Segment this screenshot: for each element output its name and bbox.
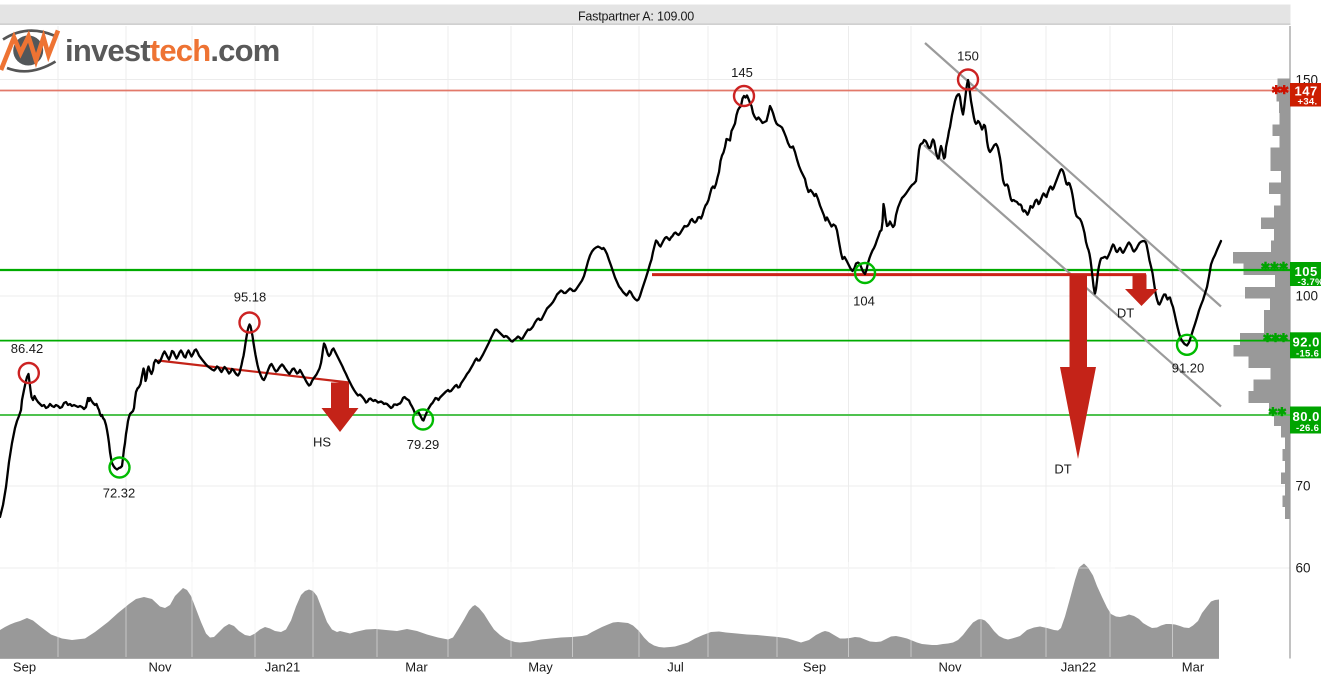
svg-text:91.20: 91.20 [1172, 361, 1205, 376]
svg-text:60: 60 [1296, 561, 1311, 576]
svg-text:-26.6: -26.6 [1296, 423, 1319, 434]
svg-text:100: 100 [1296, 289, 1319, 304]
svg-text:Sep: Sep [803, 660, 826, 675]
svg-text:Jan22: Jan22 [1061, 660, 1096, 675]
svg-text:147: 147 [1295, 84, 1318, 99]
svg-text:investtech.com: investtech.com [65, 33, 280, 68]
svg-text:HS: HS [313, 435, 331, 450]
svg-text:Jul: Jul [667, 660, 684, 675]
svg-text:95.18: 95.18 [234, 290, 267, 305]
svg-text:-3.7%: -3.7% [1298, 277, 1321, 288]
svg-text:DT: DT [1117, 306, 1134, 321]
svg-text:145: 145 [731, 65, 753, 80]
svg-text:79.29: 79.29 [407, 437, 440, 452]
svg-text:80.0: 80.0 [1293, 409, 1320, 424]
svg-text:+34.: +34. [1298, 96, 1318, 107]
svg-text:Mar: Mar [405, 660, 428, 675]
svg-text:92.0: 92.0 [1293, 335, 1320, 350]
svg-text:150: 150 [957, 49, 979, 64]
svg-text:Jan21: Jan21 [265, 660, 300, 675]
svg-text:Sep: Sep [13, 660, 36, 675]
svg-text:Nov: Nov [938, 660, 962, 675]
svg-text:104: 104 [853, 294, 875, 309]
svg-text:DT: DT [1054, 462, 1071, 477]
svg-text:Fastpartner A: 109.00: Fastpartner A: 109.00 [578, 10, 694, 24]
svg-text:Mar: Mar [1182, 660, 1205, 675]
svg-text:-15.6: -15.6 [1296, 349, 1319, 360]
svg-text:105: 105 [1295, 264, 1318, 279]
svg-text:72.32: 72.32 [103, 486, 136, 501]
svg-text:86.42: 86.42 [11, 341, 44, 356]
svg-text:May: May [528, 660, 553, 675]
svg-text:Nov: Nov [148, 660, 172, 675]
svg-text:70: 70 [1296, 479, 1311, 494]
